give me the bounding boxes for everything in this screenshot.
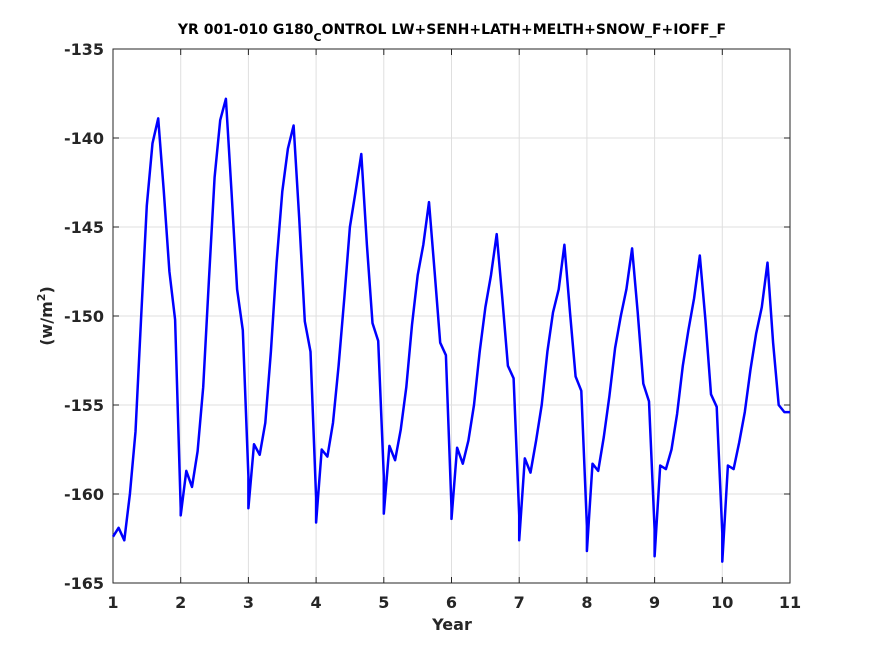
x-tick-label: 9 [649,593,660,612]
title-main: YR 001-010 G180 [177,22,314,38]
y-label-end: ) [37,286,56,293]
y-tick-label: -165 [64,574,104,593]
y-tick-label: -155 [64,396,104,415]
y-tick-label: -150 [64,307,104,326]
y-label-superscript: 2 [35,294,48,302]
plot-frame [112,48,791,584]
x-tick-label: 10 [711,593,733,612]
title-rest: ONTROL LW+SENH+LATH+MELTH+SNOW_F+IOFF_F [322,22,726,38]
x-tick-label: 7 [514,593,525,612]
series-line [111,97,790,563]
title-subscript: C [314,31,322,44]
x-tick-label: 5 [378,593,389,612]
x-tick-label: 11 [779,593,801,612]
x-tick-label: 1 [107,593,118,612]
x-axis-label: Year [431,615,472,634]
y-axis-label: (w/m2) [35,286,56,346]
x-tick-label: 4 [311,593,322,612]
y-tick-label: -135 [64,40,104,59]
x-tick-label: 3 [243,593,254,612]
y-tick-label: -145 [64,218,104,237]
x-tick-label: 6 [446,593,457,612]
y-tick-label: -160 [64,485,104,504]
x-tick-label: 8 [581,593,592,612]
x-tick-label: 2 [175,593,186,612]
y-label-main: (w/m [37,301,56,346]
tick-labels: 1 2 3 4 5 6 7 8 9 10 11 -135 -140 -145 -150 -155 -160 -16… [64,40,801,612]
y-tick-label: -140 [64,129,104,148]
chart-title: YR 001-010 G180CONTROL LW+SENH+LATH+MELT… [177,22,726,44]
